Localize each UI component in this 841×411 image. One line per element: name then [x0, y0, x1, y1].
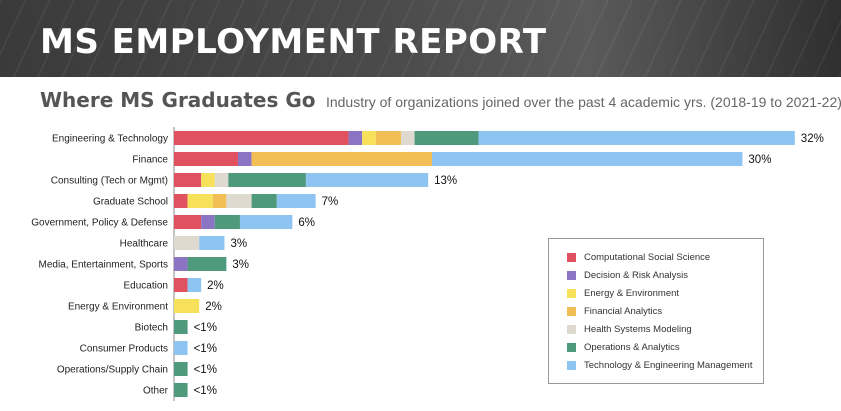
category-label-consumer-products: Consumer Products	[80, 344, 168, 355]
legend-item-operations-analytics: Operations & Analytics	[567, 338, 763, 356]
total-label-government-policy-defense: 6%	[298, 217, 315, 229]
bar-segment-consulting-tech-or-mgmt-energy-environment	[201, 173, 215, 187]
bar-segment-consulting-tech-or-mgmt-operations-analytics	[228, 173, 306, 187]
bar-segment-engineering-technology-energy-environment	[362, 131, 376, 145]
legend-item-technology-engineering-management: Technology & Engineering Management	[567, 356, 763, 374]
legend-item-energy-environment: Energy & Environment	[567, 285, 763, 303]
bar-segment-energy-environment-energy-environment	[174, 299, 200, 313]
bar-segment-consulting-tech-or-mgmt-computational-social-science	[174, 173, 202, 187]
report-title: MS EMPLOYMENT REPORT	[40, 22, 547, 62]
legend-swatch	[567, 342, 576, 352]
bar-segment-education-technology-engineering-management	[187, 278, 202, 292]
bar-segment-engineering-technology-technology-engineering-management	[478, 131, 795, 145]
bar-segment-finance-financial-analytics	[251, 152, 433, 166]
legend-label: Energy & Environment	[584, 288, 680, 300]
bar-segment-finance-technology-engineering-management	[432, 152, 743, 166]
bar-segment-government-policy-defense-computational-social-science	[174, 215, 202, 229]
legend-label: Computational Social Science	[584, 252, 711, 264]
bar-segment-consulting-tech-or-mgmt-health-systems-modeling	[214, 173, 229, 187]
bar-segment-government-policy-defense-operations-analytics	[214, 215, 240, 229]
legend-label: Technology & Engineering Management	[584, 359, 753, 371]
bar-segment-government-policy-defense-technology-engineering-management	[239, 215, 293, 229]
bar-segment-finance-decision-risk-analysis	[238, 152, 252, 166]
category-label-graduate-school: Graduate School	[93, 197, 168, 208]
bar-segment-graduate-school-energy-environment	[187, 194, 213, 208]
bar-segment-graduate-school-computational-social-science	[174, 194, 188, 208]
legend-swatch	[567, 271, 576, 281]
category-label-engineering-technology: Engineering & Technology	[52, 134, 168, 145]
bar-segment-government-policy-defense-decision-risk-analysis	[201, 215, 215, 229]
bar-segment-graduate-school-health-systems-modeling	[226, 194, 252, 208]
legend-swatch	[567, 307, 576, 317]
category-label-healthcare: Healthcare	[120, 239, 169, 250]
total-label-biotech: <1%	[194, 322, 217, 334]
legend-swatch	[567, 325, 576, 334]
chart-legend: Computational Social Science Decision & R…	[548, 238, 764, 384]
bar-segment-biotech-operations-analytics	[174, 320, 188, 334]
bar-segment-healthcare-technology-engineering-management	[199, 236, 225, 250]
total-label-consulting-tech-or-mgmt: 13%	[434, 175, 457, 187]
total-label-other: <1%	[194, 385, 217, 397]
total-label-education: 2%	[207, 280, 224, 292]
total-label-energy-environment: 2%	[205, 301, 222, 313]
category-label-operations-supply-chain: Operations/Supply Chain	[57, 365, 168, 376]
bar-segment-consulting-tech-or-mgmt-technology-engineering-management	[305, 173, 429, 187]
legend-label: Operations & Analytics	[584, 341, 680, 353]
bar-segment-healthcare-health-systems-modeling	[174, 236, 200, 250]
bar-segment-engineering-technology-financial-analytics	[375, 131, 401, 145]
legend-swatch	[567, 289, 576, 299]
bar-segment-graduate-school-operations-analytics	[251, 194, 277, 208]
legend-item-computational-social-science: Computational Social Science	[567, 249, 763, 267]
bar-segment-operations-supply-chain-operations-analytics	[174, 362, 188, 376]
bar-segment-engineering-technology-computational-social-science	[174, 131, 349, 145]
total-label-consumer-products: <1%	[194, 343, 217, 355]
bar-segment-media-entertainment-sports-decision-risk-analysis	[174, 257, 188, 271]
bar-segment-engineering-technology-decision-risk-analysis	[348, 131, 363, 145]
category-label-other: Other	[143, 386, 169, 397]
legend-swatch	[567, 253, 576, 263]
category-label-media-entertainment-sports: Media, Entertainment, Sports	[38, 260, 168, 271]
legend-swatch	[567, 360, 576, 370]
legend-item-financial-analytics: Financial Analytics	[567, 303, 763, 321]
bar-segment-other-operations-analytics	[174, 383, 188, 397]
bar-segment-graduate-school-technology-engineering-management	[276, 194, 316, 208]
legend-label: Financial Analytics	[584, 306, 663, 318]
bar-segment-engineering-technology-health-systems-modeling	[400, 131, 415, 145]
bar-segment-finance-computational-social-science	[174, 152, 239, 166]
bar-segment-graduate-school-financial-analytics	[212, 194, 227, 208]
total-label-engineering-technology: 32%	[801, 133, 824, 145]
category-label-consulting-tech-or-mgmt: Consulting (Tech or Mgmt)	[51, 176, 168, 187]
bar-segment-education-computational-social-science	[174, 278, 188, 292]
chart-heading: Where MS Graduates Go Industry of organi…	[40, 88, 841, 112]
total-label-media-entertainment-sports: 3%	[232, 259, 249, 271]
bar-segment-consumer-products-technology-engineering-management	[174, 341, 188, 355]
legend-item-health-systems-modeling: Health Systems Modeling	[567, 321, 763, 339]
chart-title: Where MS Graduates Go	[40, 88, 316, 112]
category-label-finance: Finance	[132, 155, 168, 166]
legend-item-decision-risk-analysis: Decision & Risk Analysis	[567, 267, 763, 285]
total-label-finance: 30%	[748, 154, 771, 166]
bar-segment-media-entertainment-sports-operations-analytics	[187, 257, 227, 271]
total-label-healthcare: 3%	[230, 238, 247, 250]
category-label-biotech: Biotech	[135, 323, 168, 334]
category-label-education: Education	[124, 281, 168, 292]
chart-subtitle: Industry of organizations joined over th…	[325, 94, 841, 110]
report-banner: MS EMPLOYMENT REPORT	[0, 0, 841, 77]
legend-label: Health Systems Modeling	[584, 324, 692, 335]
category-label-government-policy-defense: Government, Policy & Defense	[31, 218, 168, 229]
bar-segment-engineering-technology-operations-analytics	[414, 131, 479, 145]
legend-label: Decision & Risk Analysis	[584, 270, 689, 282]
total-label-operations-supply-chain: <1%	[194, 364, 217, 376]
category-label-energy-environment: Energy & Environment	[68, 302, 168, 313]
total-label-graduate-school: 7%	[322, 196, 339, 208]
